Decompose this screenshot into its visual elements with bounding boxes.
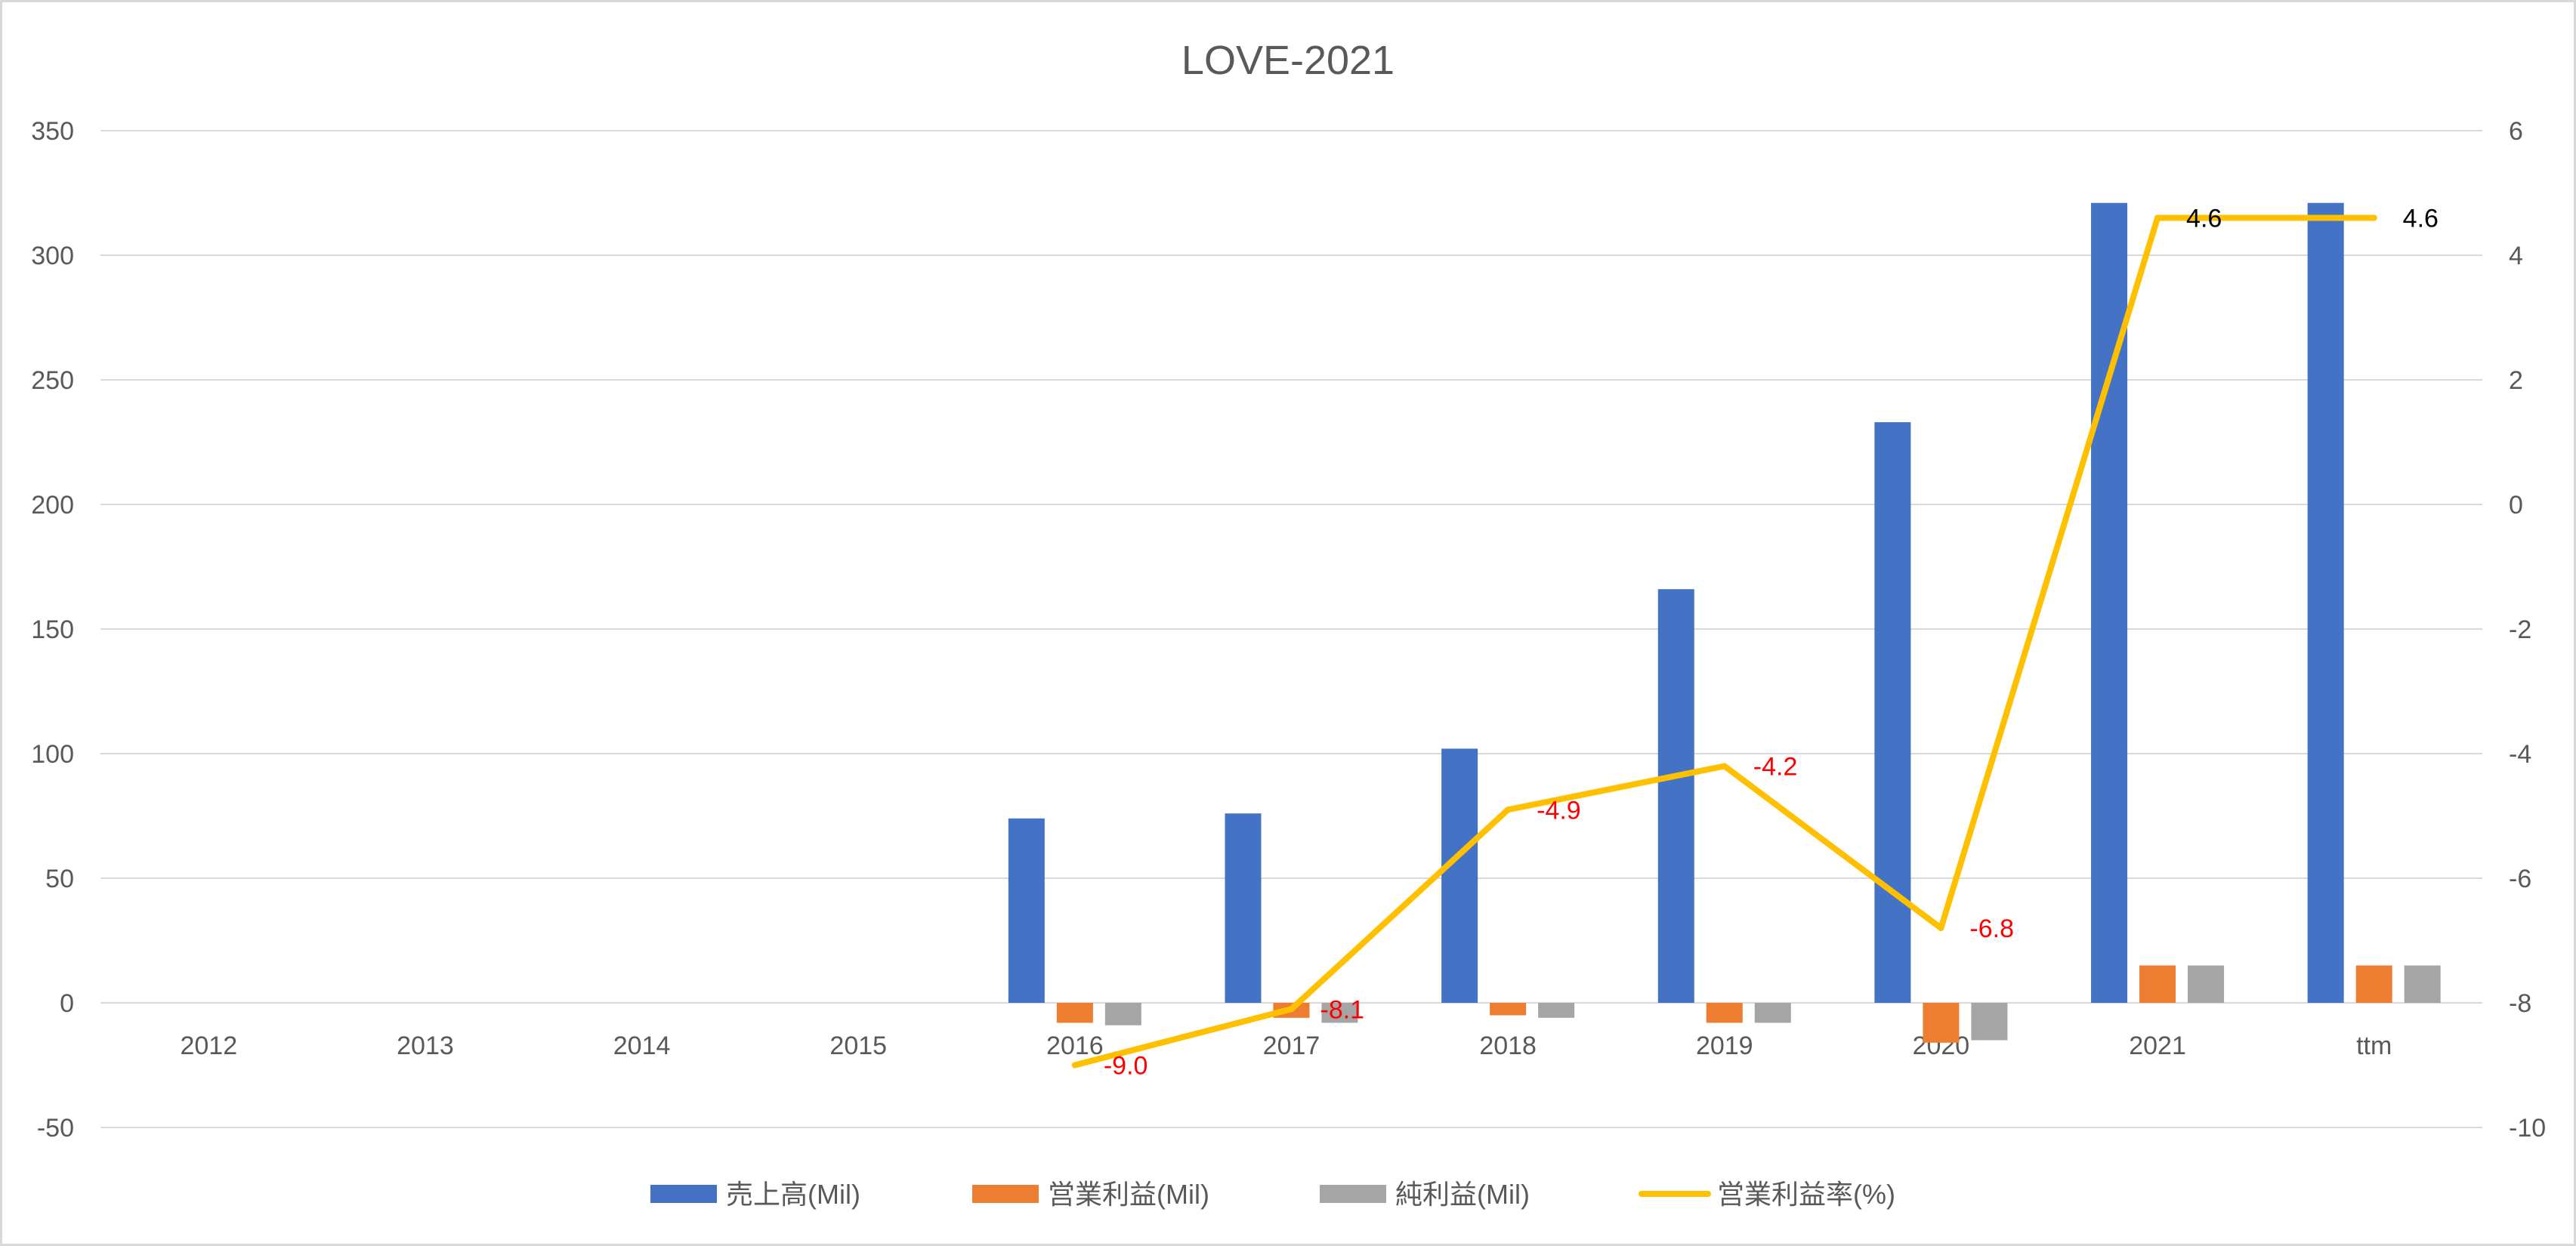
bar-1 [2091, 202, 2128, 1004]
line-point [2154, 214, 2161, 221]
right-tick-label: -6 [2509, 865, 2531, 893]
right-tick-label: -4 [2509, 740, 2531, 769]
legend-label-2: 営業利益(Mil) [1048, 1179, 1209, 1210]
bar-1 [1225, 813, 1262, 1003]
line-series-path [1071, 214, 2377, 1069]
x-tick-label: 2018 [1479, 1032, 1537, 1060]
bar-3 [1971, 1003, 2008, 1041]
x-tick-label: 2021 [2129, 1032, 2186, 1060]
line-series [1071, 214, 2377, 1069]
line-data-label: 4.6 [2403, 205, 2439, 233]
bar-2 [2139, 965, 2176, 1003]
line-data-label: -4.9 [1537, 796, 1581, 825]
legend-label-1: 売上高(Mil) [726, 1179, 860, 1210]
bar-3 [1104, 1003, 1141, 1025]
left-tick-label: 50 [45, 865, 74, 893]
right-tick-label: -2 [2509, 615, 2531, 644]
gridlines [100, 130, 2482, 1128]
legend-swatch-2 [972, 1185, 1039, 1203]
left-tick-label: 350 [31, 117, 74, 146]
bar-series [1008, 202, 2441, 1043]
left-tick-label: 150 [31, 615, 74, 644]
bar-1 [1008, 818, 1045, 1003]
bar-3 [1538, 1003, 1575, 1018]
line-data-label: 4.6 [2186, 205, 2222, 233]
bar-2 [2355, 965, 2392, 1003]
left-tick-label: 250 [31, 366, 74, 395]
legend: 売上高(Mil) 営業利益(Mil) 純利益(Mil) 営業利益率(%) [650, 1179, 1895, 1210]
x-tick-label: 2017 [1263, 1032, 1320, 1060]
left-tick-label: -50 [37, 1114, 74, 1143]
left-tick-label: 0 [60, 989, 74, 1018]
legend-swatch-3 [1320, 1185, 1386, 1203]
line-data-label: -4.2 [1753, 753, 1798, 782]
x-axis-ticks: 2012 2013 2014 2015 2016 2017 2018 2019 2020 2021… [180, 1032, 2392, 1060]
right-tick-label: 2 [2509, 366, 2523, 395]
legend-label-3: 純利益(Mil) [1395, 1179, 1530, 1210]
bar-1 [1874, 422, 1911, 1003]
x-tick-label: 2016 [1046, 1032, 1104, 1060]
x-tick-label: 2012 [180, 1032, 237, 1060]
left-tick-label: 200 [31, 491, 74, 520]
bar-2 [1706, 1003, 1743, 1023]
bar-3 [2404, 965, 2441, 1003]
left-axis-ticks: -50 0 50 100 150 200 250 300 350 [31, 117, 74, 1143]
bar-3 [1754, 1003, 1791, 1023]
line-point [1505, 807, 1512, 813]
line-point [1071, 1062, 1078, 1069]
bar-3 [1321, 1003, 1358, 1023]
bar-2 [1490, 1003, 1527, 1016]
line-point [1288, 1006, 1295, 1013]
x-tick-label: 2019 [1696, 1032, 1753, 1060]
right-tick-label: 6 [2509, 117, 2523, 146]
bar-3 [2188, 965, 2225, 1003]
bar-1 [2307, 202, 2344, 1004]
x-tick-label: ttm [2356, 1032, 2392, 1060]
x-tick-label: 2013 [397, 1032, 454, 1060]
line-point [2371, 214, 2377, 221]
right-tick-label: 4 [2509, 242, 2523, 270]
line-point [1721, 763, 1728, 769]
line-point [1938, 925, 1944, 931]
right-tick-label: -10 [2509, 1114, 2546, 1143]
data-labels: -9.0 -8.1 -4.9 -4.2 -6.8 4.6 4.6 [1104, 205, 2439, 1081]
bar-2 [1056, 1003, 1093, 1023]
legend-swatch-1 [650, 1185, 717, 1203]
chart-title: LOVE-2021 [1181, 38, 1395, 83]
right-tick-label: 0 [2509, 491, 2523, 520]
line-data-label: -6.8 [1969, 914, 2014, 943]
right-axis-ticks: -10 -8 -6 -4 -2 0 2 4 6 [2509, 117, 2546, 1143]
left-tick-label: 100 [31, 740, 74, 769]
x-tick-label: 2014 [613, 1032, 671, 1060]
bar-1 [1657, 589, 1694, 1003]
legend-label-4: 営業利益率(%) [1717, 1179, 1895, 1210]
x-tick-label: 2015 [829, 1032, 887, 1060]
bar-2 [1923, 1003, 1960, 1043]
line-data-label: -9.0 [1104, 1052, 1148, 1081]
left-tick-label: 300 [31, 242, 74, 270]
line-data-label: -8.1 [1320, 995, 1365, 1024]
right-tick-label: -8 [2509, 989, 2531, 1018]
bar-1 [1441, 748, 1478, 1003]
